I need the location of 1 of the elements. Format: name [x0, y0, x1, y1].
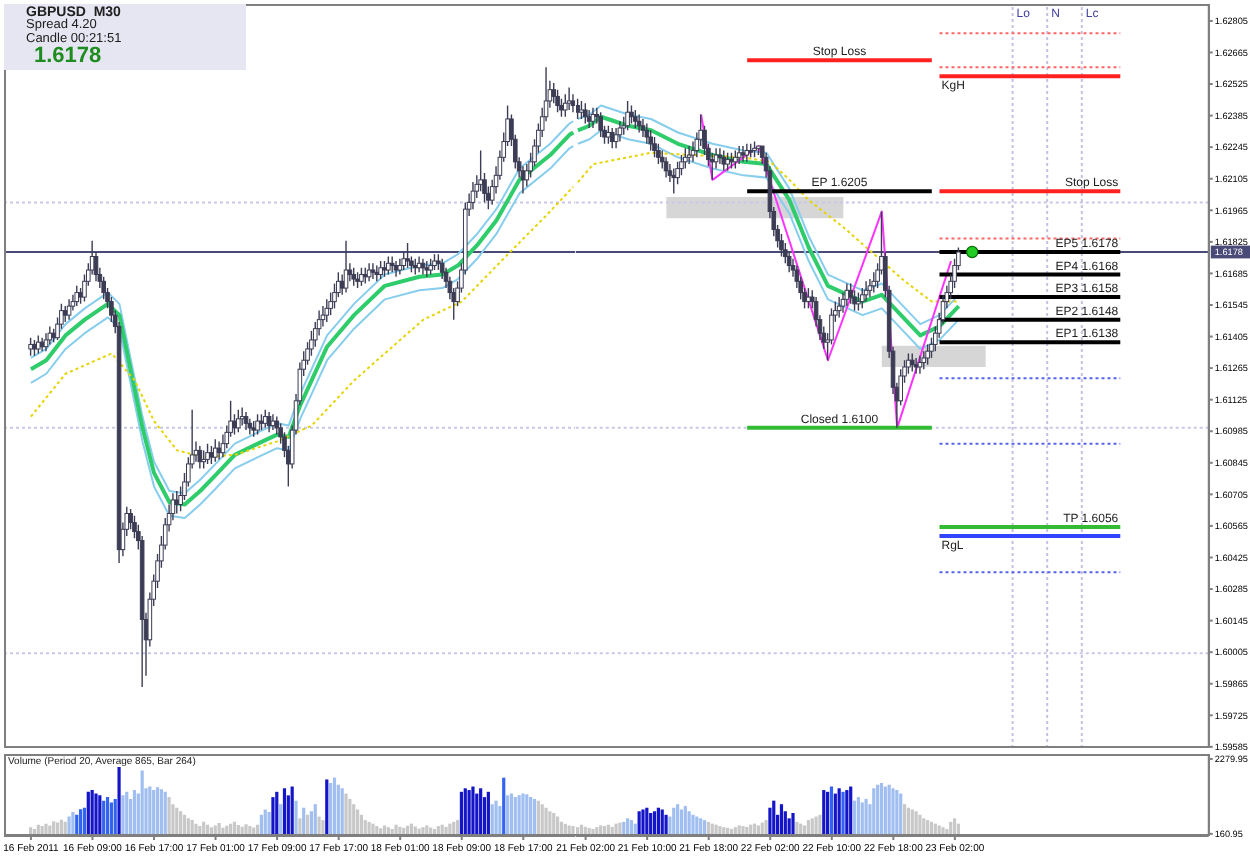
annotation: 1.6178: [34, 44, 102, 68]
